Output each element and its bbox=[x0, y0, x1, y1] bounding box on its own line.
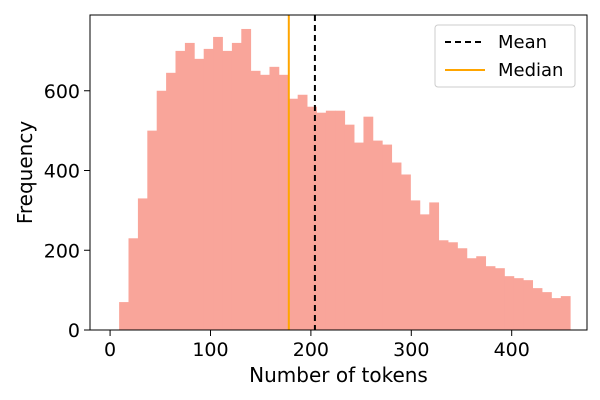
histogram-bar bbox=[419, 214, 430, 330]
histogram-bar bbox=[532, 288, 543, 330]
histogram-bar bbox=[119, 302, 129, 330]
legend-box bbox=[434, 24, 576, 88]
histogram-bar bbox=[485, 266, 496, 330]
y-tick-label: 600 bbox=[44, 81, 80, 103]
histogram-bar bbox=[184, 42, 195, 330]
legend-median-label: Median bbox=[498, 60, 563, 81]
histogram-bar bbox=[560, 296, 571, 330]
y-axis-label: Frequency bbox=[13, 121, 37, 224]
histogram-bar bbox=[523, 280, 534, 330]
histogram-bar bbox=[495, 268, 505, 330]
x-tick-label: 200 bbox=[293, 339, 329, 361]
histogram-bar bbox=[551, 298, 562, 330]
histogram-bar bbox=[288, 98, 299, 330]
histogram-bar bbox=[410, 200, 421, 330]
reference-lines-layer bbox=[287, 15, 316, 330]
x-tick-label: 100 bbox=[192, 339, 228, 361]
histogram-bar bbox=[156, 90, 167, 330]
histogram-bar bbox=[269, 66, 280, 330]
legend-mean-label: Mean bbox=[498, 32, 547, 53]
histogram-bar bbox=[307, 106, 317, 331]
histogram-bar bbox=[166, 72, 176, 330]
legend: Mean Median bbox=[434, 24, 576, 88]
y-axis-ticks: 0 200 400 600 bbox=[44, 81, 90, 342]
histogram-bar bbox=[438, 240, 449, 330]
histogram-bar bbox=[448, 242, 458, 330]
x-tick-label: 0 bbox=[104, 339, 116, 361]
histogram-bar bbox=[175, 50, 186, 330]
histogram-bar bbox=[513, 278, 524, 330]
histogram-bar bbox=[429, 202, 440, 330]
y-tick-label: 0 bbox=[68, 320, 80, 342]
histogram-bar bbox=[241, 28, 252, 331]
histogram-bar bbox=[194, 58, 205, 331]
histogram-bar bbox=[344, 124, 355, 331]
histogram-bar bbox=[504, 276, 515, 330]
x-axis-label: Number of tokens bbox=[249, 363, 428, 387]
histogram-bar bbox=[325, 110, 336, 330]
histogram-bar bbox=[363, 116, 374, 331]
histogram-bar bbox=[213, 36, 223, 331]
histogram-bar bbox=[316, 112, 327, 330]
histogram-bar bbox=[137, 198, 148, 330]
histogram-bar bbox=[278, 74, 289, 330]
histogram-bar bbox=[401, 174, 411, 330]
histogram-bar bbox=[128, 238, 139, 330]
histogram-bar bbox=[222, 50, 233, 330]
x-tick-label: 400 bbox=[494, 339, 530, 361]
y-tick-label: 200 bbox=[44, 240, 80, 262]
histogram-bar bbox=[354, 142, 364, 330]
histogram-bar bbox=[297, 94, 308, 330]
histogram-bar bbox=[231, 42, 242, 330]
y-tick-label: 400 bbox=[44, 161, 80, 183]
histogram-bar bbox=[542, 292, 552, 330]
histogram-bar bbox=[382, 144, 393, 330]
histogram-bar bbox=[476, 256, 487, 330]
histogram-bar bbox=[335, 110, 346, 330]
histogram-bar bbox=[260, 74, 270, 330]
histogram-bar bbox=[147, 130, 158, 330]
histogram-bar bbox=[250, 70, 261, 330]
x-axis-ticks: 0 100 200 300 400 bbox=[104, 330, 530, 361]
histogram-bar bbox=[391, 162, 402, 330]
histogram-bar bbox=[466, 258, 477, 330]
x-tick-label: 300 bbox=[393, 339, 429, 361]
bars-layer bbox=[119, 28, 571, 331]
plot-frame bbox=[89, 14, 588, 331]
histogram-bar bbox=[203, 48, 214, 330]
histogram-bar bbox=[372, 140, 383, 330]
histogram-bar bbox=[457, 248, 468, 330]
